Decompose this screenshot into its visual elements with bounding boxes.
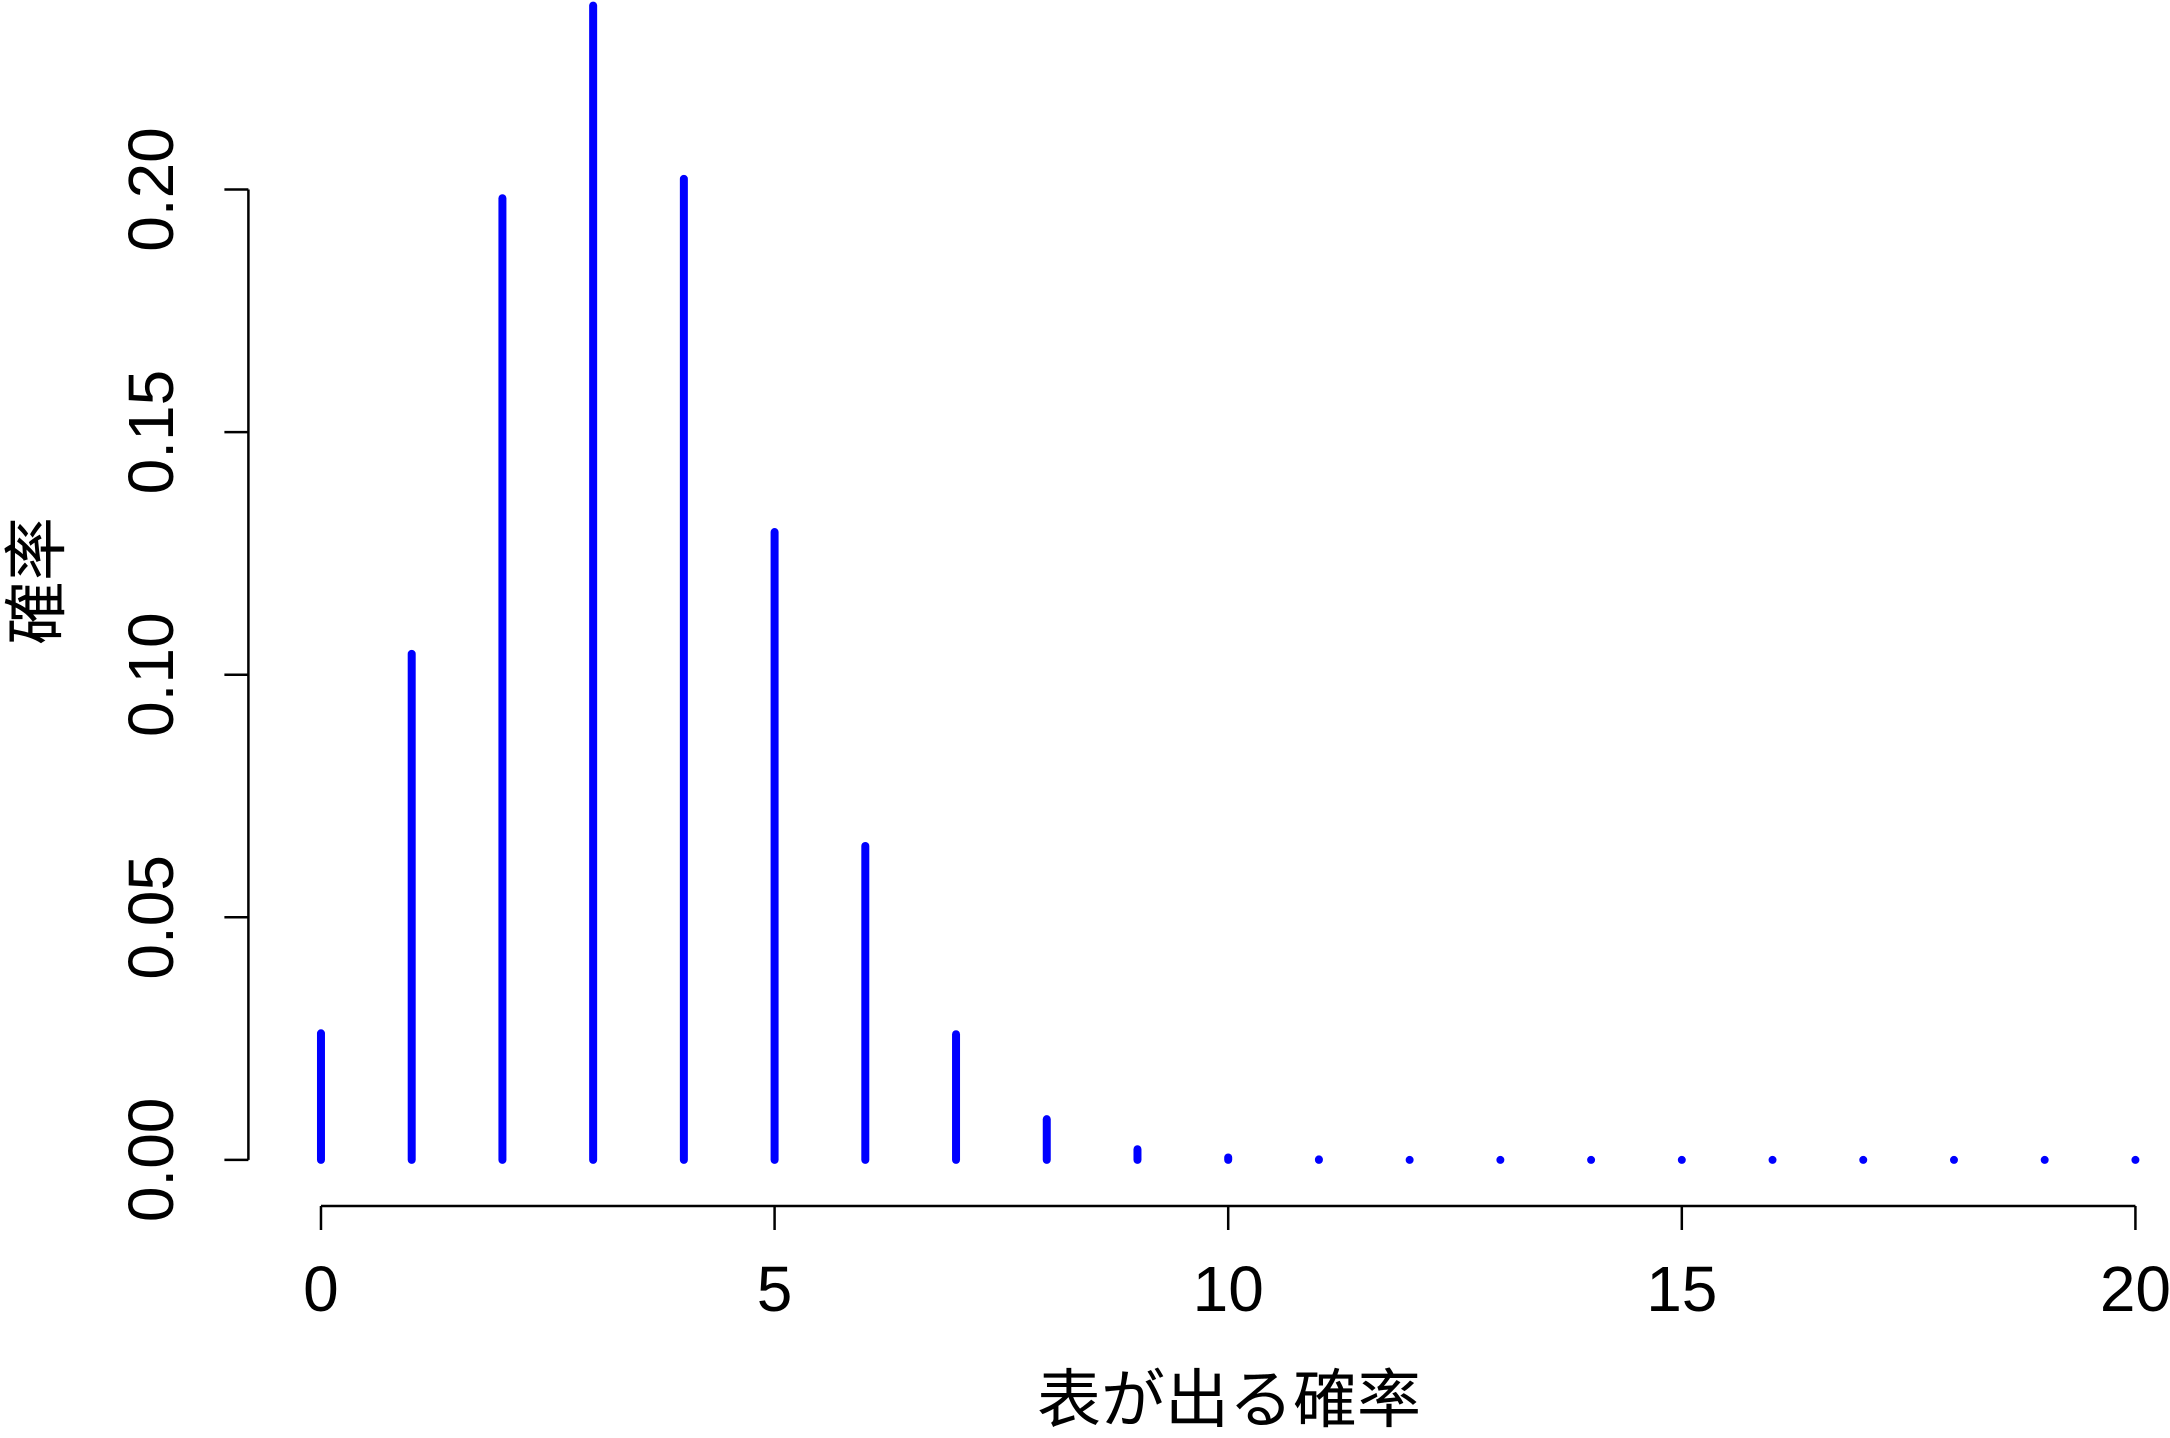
x-tick-label: 0 — [303, 1253, 339, 1325]
x-tick-label: 15 — [1646, 1253, 1717, 1325]
y-tick-label: 0.05 — [115, 855, 187, 980]
x-tick-label: 10 — [1193, 1253, 1264, 1325]
x-tick-label: 5 — [757, 1253, 793, 1325]
x-axis-title: 表が出る確率 — [1037, 1364, 1421, 1436]
y-tick-label: 0.15 — [115, 370, 187, 495]
y-tick-label: 0.00 — [115, 1098, 187, 1223]
y-axis-title: 確率 — [1, 517, 73, 645]
y-tick-label: 0.20 — [115, 127, 187, 252]
x-tick-label: 20 — [2100, 1253, 2170, 1325]
y-tick-label: 0.10 — [115, 612, 187, 737]
